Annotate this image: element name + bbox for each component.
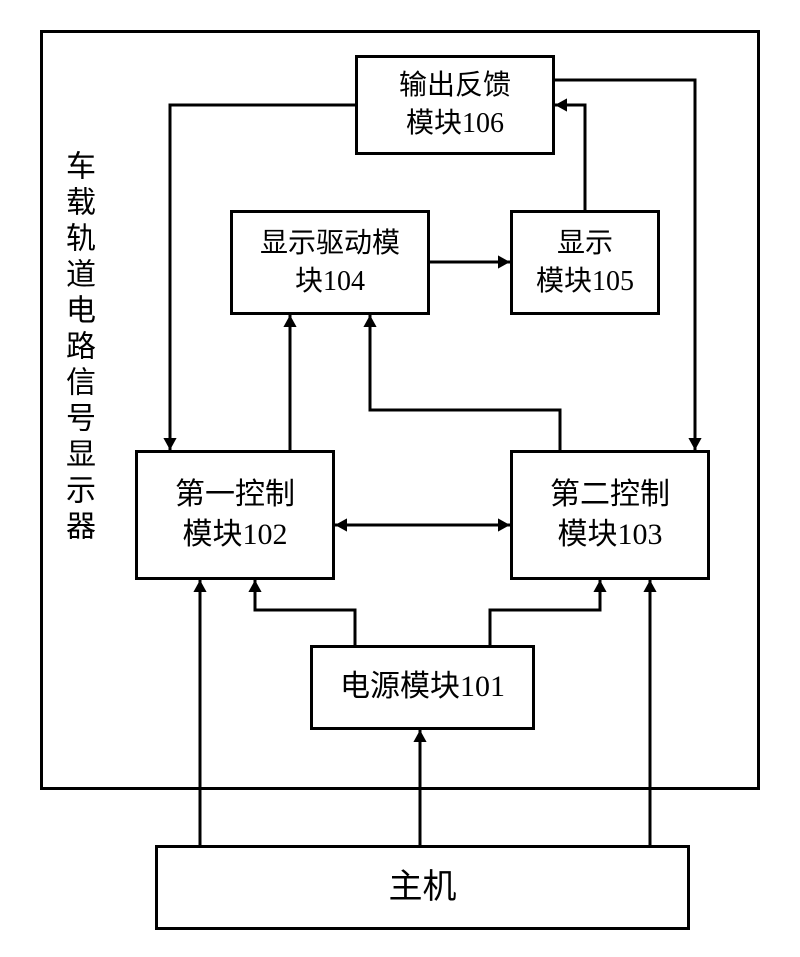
node-display: 显示模块105 [510, 210, 660, 315]
node-feedback-label: 输出反馈模块106 [399, 67, 511, 143]
node-feedback: 输出反馈模块106 [355, 55, 555, 155]
node-ctrl1: 第一控制模块102 [135, 450, 335, 580]
node-host-label: 主机 [389, 865, 457, 911]
vertical-title: 车载轨道电路信号显示器 [55, 150, 99, 546]
node-power-label: 电源模块101 [340, 667, 505, 708]
diagram-canvas: 车载轨道电路信号显示器 输出反馈模块106 显示驱动模块104 显示模块105 … [0, 0, 800, 957]
node-ctrl2-label: 第二控制模块103 [550, 475, 670, 556]
node-display-label: 显示模块105 [536, 225, 634, 301]
node-power: 电源模块101 [310, 645, 535, 730]
node-host: 主机 [155, 845, 690, 930]
node-ctrl1-label: 第一控制模块102 [175, 475, 295, 556]
node-driver: 显示驱动模块104 [230, 210, 430, 315]
node-ctrl2: 第二控制模块103 [510, 450, 710, 580]
node-driver-label: 显示驱动模块104 [260, 225, 400, 301]
